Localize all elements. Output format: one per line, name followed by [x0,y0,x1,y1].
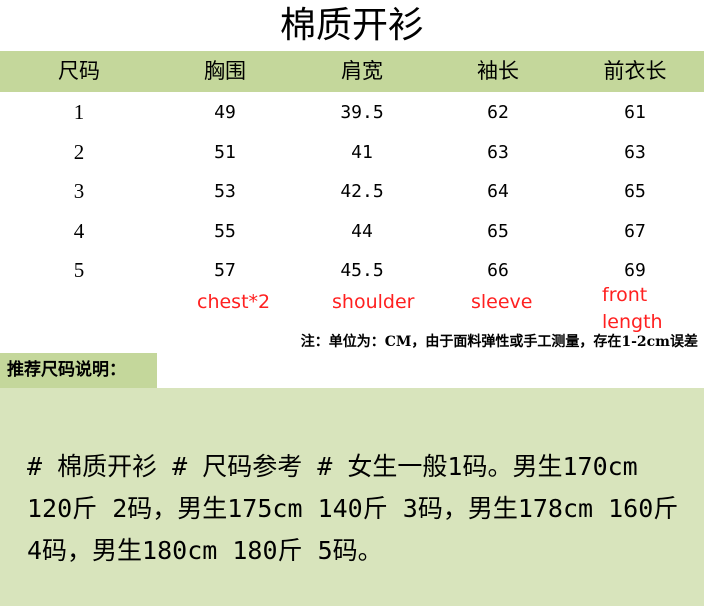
recommend-label: 推荐尺码说明： [0,353,157,388]
table-header: 尺码 胸围 肩宽 袖长 前衣长 [0,51,704,92]
unit-note: 注：单位为：CM，由于面料弹性或手工测量，存在1-2cm误差 [300,334,698,350]
recommend-box: # 棉质开衫 # 尺码参考 # 女生一般1码。男生170cm 120斤 2码，男… [0,388,704,606]
header-size: 尺码 [58,59,100,83]
table-cell: 39.5 [340,102,384,123]
table-cell: 65 [624,181,646,202]
table-cell: 49 [214,102,236,123]
table-cell: 53 [214,181,236,202]
annotation-chest: chest*2 [197,291,271,313]
header-sleeve: 袖长 [477,59,519,83]
table-cell: 3 [73,179,85,203]
table-cell: 64 [487,181,509,202]
table-cell: 61 [624,102,646,123]
annotation-length: length [602,311,663,333]
header-chest: 胸围 [204,59,246,83]
table-cell: 51 [214,141,236,163]
recommend-text: # 棉质开衫 # 尺码参考 # 女生一般1码。男生170cm 120斤 2码，男… [27,452,679,565]
table-cell: 44 [351,220,373,242]
annotation-sleeve: sleeve [471,291,533,313]
table-row: 5 57 45.5 66 69 [0,251,704,290]
table-cell: 45.5 [340,260,384,281]
table-cell: 2 [73,139,85,164]
table-cell: 4 [73,218,85,243]
table-cell: 1 [73,100,85,124]
table-cell: 66 [487,260,509,281]
table-row: 4 55 44 65 67 [0,212,704,251]
table-cell: 5 [73,258,85,282]
annotation-shoulder: shoulder [332,291,415,313]
table-cell: 63 [624,141,646,163]
annotation-front: front [602,284,648,306]
table-cell: 65 [487,220,509,242]
table-cell: 63 [487,141,509,163]
table-cell: 67 [624,220,646,242]
header-shoulder: 肩宽 [341,59,383,83]
header-front-length: 前衣长 [603,59,667,83]
table-cell: 69 [624,260,646,281]
table-cell: 55 [214,220,236,242]
table-cell: 57 [214,260,236,281]
page-title: 棉质开衫 [279,5,424,46]
table-row: 3 53 42.5 64 65 [0,172,704,211]
table-cell: 41 [351,141,373,163]
table-row: 1 49 39.5 62 61 [0,93,704,132]
table-row: 2 51 41 63 63 [0,133,704,172]
table-cell: 62 [487,102,509,123]
table-cell: 42.5 [340,181,384,202]
